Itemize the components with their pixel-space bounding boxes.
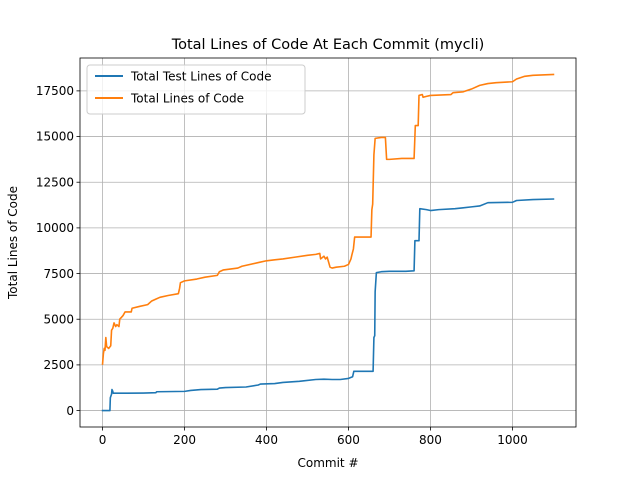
series-layer: [101, 73, 555, 412]
series-line-test-lines: [101, 198, 555, 412]
legend-label-total-lines: Total Lines of Code: [130, 92, 244, 106]
legend-box: [86, 64, 306, 115]
plot-frame: [79, 57, 577, 428]
y-axis-label: Total Lines of Code: [6, 186, 20, 300]
x-axis-label: Commit #: [297, 456, 358, 470]
y-tick-label: 15000: [36, 130, 74, 144]
y-tick-label: 7500: [43, 267, 74, 281]
x-tick-label: 200: [173, 433, 196, 447]
y-tick-label: 5000: [43, 312, 74, 326]
y-tick-label: 10000: [36, 221, 74, 235]
y-tick-label: 0: [66, 404, 74, 418]
plot-area-background: [80, 58, 576, 427]
x-tick-label: 400: [255, 433, 278, 447]
y-tick-label: 12500: [36, 175, 74, 189]
x-tick-label: 800: [419, 433, 442, 447]
x-tick-label: 0: [99, 433, 107, 447]
y-tick-label: 2500: [43, 358, 74, 372]
x-tick-label: 1000: [497, 433, 528, 447]
axis-ticks: 0 200 400 600 800 100002500500075001000012500…: [36, 84, 528, 447]
x-tick-label: 600: [337, 433, 360, 447]
legend-label-test-lines: Total Test Lines of Code: [130, 70, 271, 84]
y-tick-label: 17500: [36, 84, 74, 98]
chart-title: Total Lines of Code At Each Commit (mycl…: [171, 37, 485, 53]
series-line-total-lines: [101, 73, 555, 365]
legend: Total Test Lines of Code Total Lines of …: [86, 64, 306, 115]
grid-lines: [80, 58, 576, 427]
